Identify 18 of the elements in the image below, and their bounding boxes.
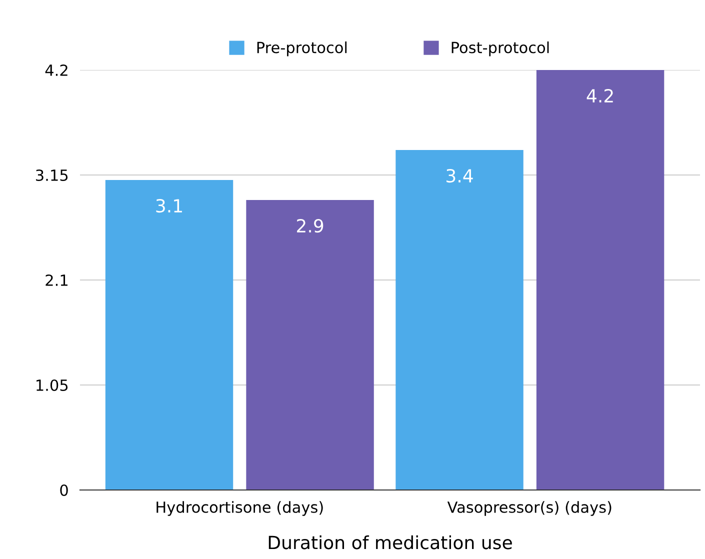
y-tick-label: 4.2 xyxy=(45,64,68,76)
legend-label: Post-protocol xyxy=(452,41,549,56)
y-tick-label: 2.1 xyxy=(46,274,68,286)
bar xyxy=(105,180,234,490)
x-tick-label: Vasopressor(s) (days) xyxy=(447,501,612,516)
data-label: 3.4 xyxy=(446,168,473,183)
x-tick-label: Hydrocortisone (days) xyxy=(156,501,323,516)
data-label: 4.2 xyxy=(586,88,613,102)
bar xyxy=(396,150,524,490)
y-tick-label: 1.05 xyxy=(36,379,68,392)
data-label: 2.9 xyxy=(297,218,324,233)
data-label: 3.1 xyxy=(156,198,182,213)
y-tick-label: 0 xyxy=(60,484,68,496)
legend-label: Pre-protocol xyxy=(257,41,347,56)
bar xyxy=(246,200,374,490)
x-axis-title: Duration of medication use xyxy=(268,535,512,550)
bar xyxy=(536,70,664,490)
y-tick-label: 3.15 xyxy=(36,169,68,182)
